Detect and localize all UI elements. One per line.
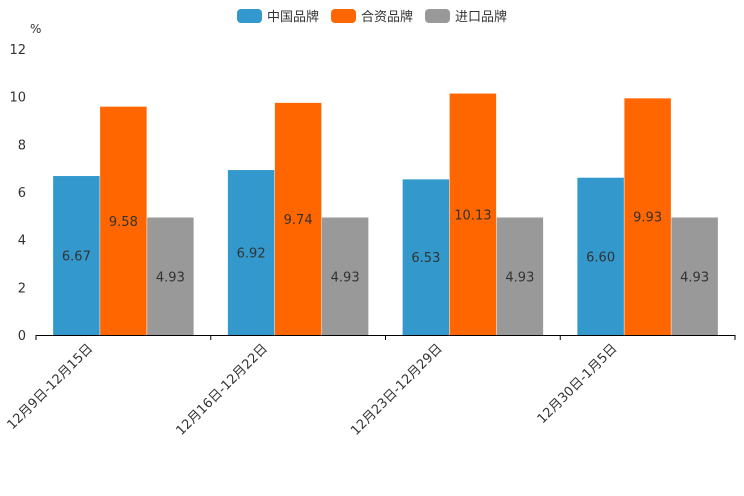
x-tick-label-1: 12月16日-12月22日 bbox=[173, 341, 270, 438]
x-tick-label-2: 12月23日-12月29日 bbox=[348, 341, 445, 438]
legend-swatch-import bbox=[425, 8, 450, 23]
legend-label-china: 中国品牌 bbox=[266, 10, 319, 25]
bar-label-s0-c2: 6.53 bbox=[411, 251, 440, 266]
bar-s2-c2 bbox=[496, 217, 544, 335]
bar-s1-c2 bbox=[449, 93, 497, 336]
bar-s2-c3 bbox=[671, 217, 718, 335]
bar-label-s0-c1: 6.92 bbox=[237, 247, 266, 262]
legend-swatch-jv bbox=[330, 8, 356, 23]
bar-s0-c0 bbox=[53, 176, 100, 335]
bar-s1-c1 bbox=[274, 102, 322, 335]
y-tick-label-6: 12 bbox=[9, 43, 26, 58]
legend-item-import[interactable]: 进口品牌 bbox=[425, 6, 507, 25]
bar-label-s2-c0: 4.93 bbox=[156, 270, 185, 285]
x-tick-label-3: 12月30日-1月5日 bbox=[535, 341, 621, 427]
legend: 中国品牌 合资品牌 进口品牌 bbox=[0, 6, 744, 25]
bar-label-s2-c2: 4.93 bbox=[505, 270, 534, 285]
y-tick-label-5: 10 bbox=[9, 91, 26, 106]
y-tick-label-3: 6 bbox=[18, 186, 26, 201]
legend-label-import: 进口品牌 bbox=[455, 10, 508, 25]
legend-item-china[interactable]: 中国品牌 bbox=[236, 6, 319, 25]
bar-s2-c1 bbox=[321, 217, 369, 335]
bar-s0-c3 bbox=[577, 177, 624, 335]
y-tick-label-1: 2 bbox=[18, 281, 26, 296]
bar-s1-c0 bbox=[100, 106, 147, 335]
bar-s0-c2 bbox=[402, 179, 450, 335]
y-tick-label-4: 8 bbox=[18, 138, 26, 153]
legend-swatch-china bbox=[236, 8, 262, 23]
legend-label-jv: 合资品牌 bbox=[360, 10, 413, 25]
y-tick-label-0: 0 bbox=[18, 329, 26, 344]
legend-item-jv[interactable]: 合资品牌 bbox=[330, 6, 413, 25]
y-axis-unit: % bbox=[30, 22, 42, 36]
bar-label-s2-c3: 4.93 bbox=[680, 270, 709, 285]
bar-label-s0-c0: 6.67 bbox=[62, 250, 91, 265]
bar-s2-c0 bbox=[147, 217, 194, 335]
bar-label-s1-c1: 9.74 bbox=[284, 213, 313, 228]
bar-s1-c3 bbox=[624, 98, 671, 336]
bar-s0-c1 bbox=[227, 170, 275, 335]
bar-label-s1-c0: 9.58 bbox=[109, 215, 138, 230]
bar-label-s0-c3: 6.60 bbox=[586, 250, 615, 265]
x-tick-label-0: 12月9日-12月15日 bbox=[5, 341, 97, 433]
bar-label-s2-c1: 4.93 bbox=[331, 270, 360, 285]
bar-label-s1-c3: 9.93 bbox=[633, 211, 662, 226]
bar-label-s1-c2: 10.13 bbox=[454, 208, 491, 223]
y-tick-label-2: 4 bbox=[18, 234, 26, 249]
